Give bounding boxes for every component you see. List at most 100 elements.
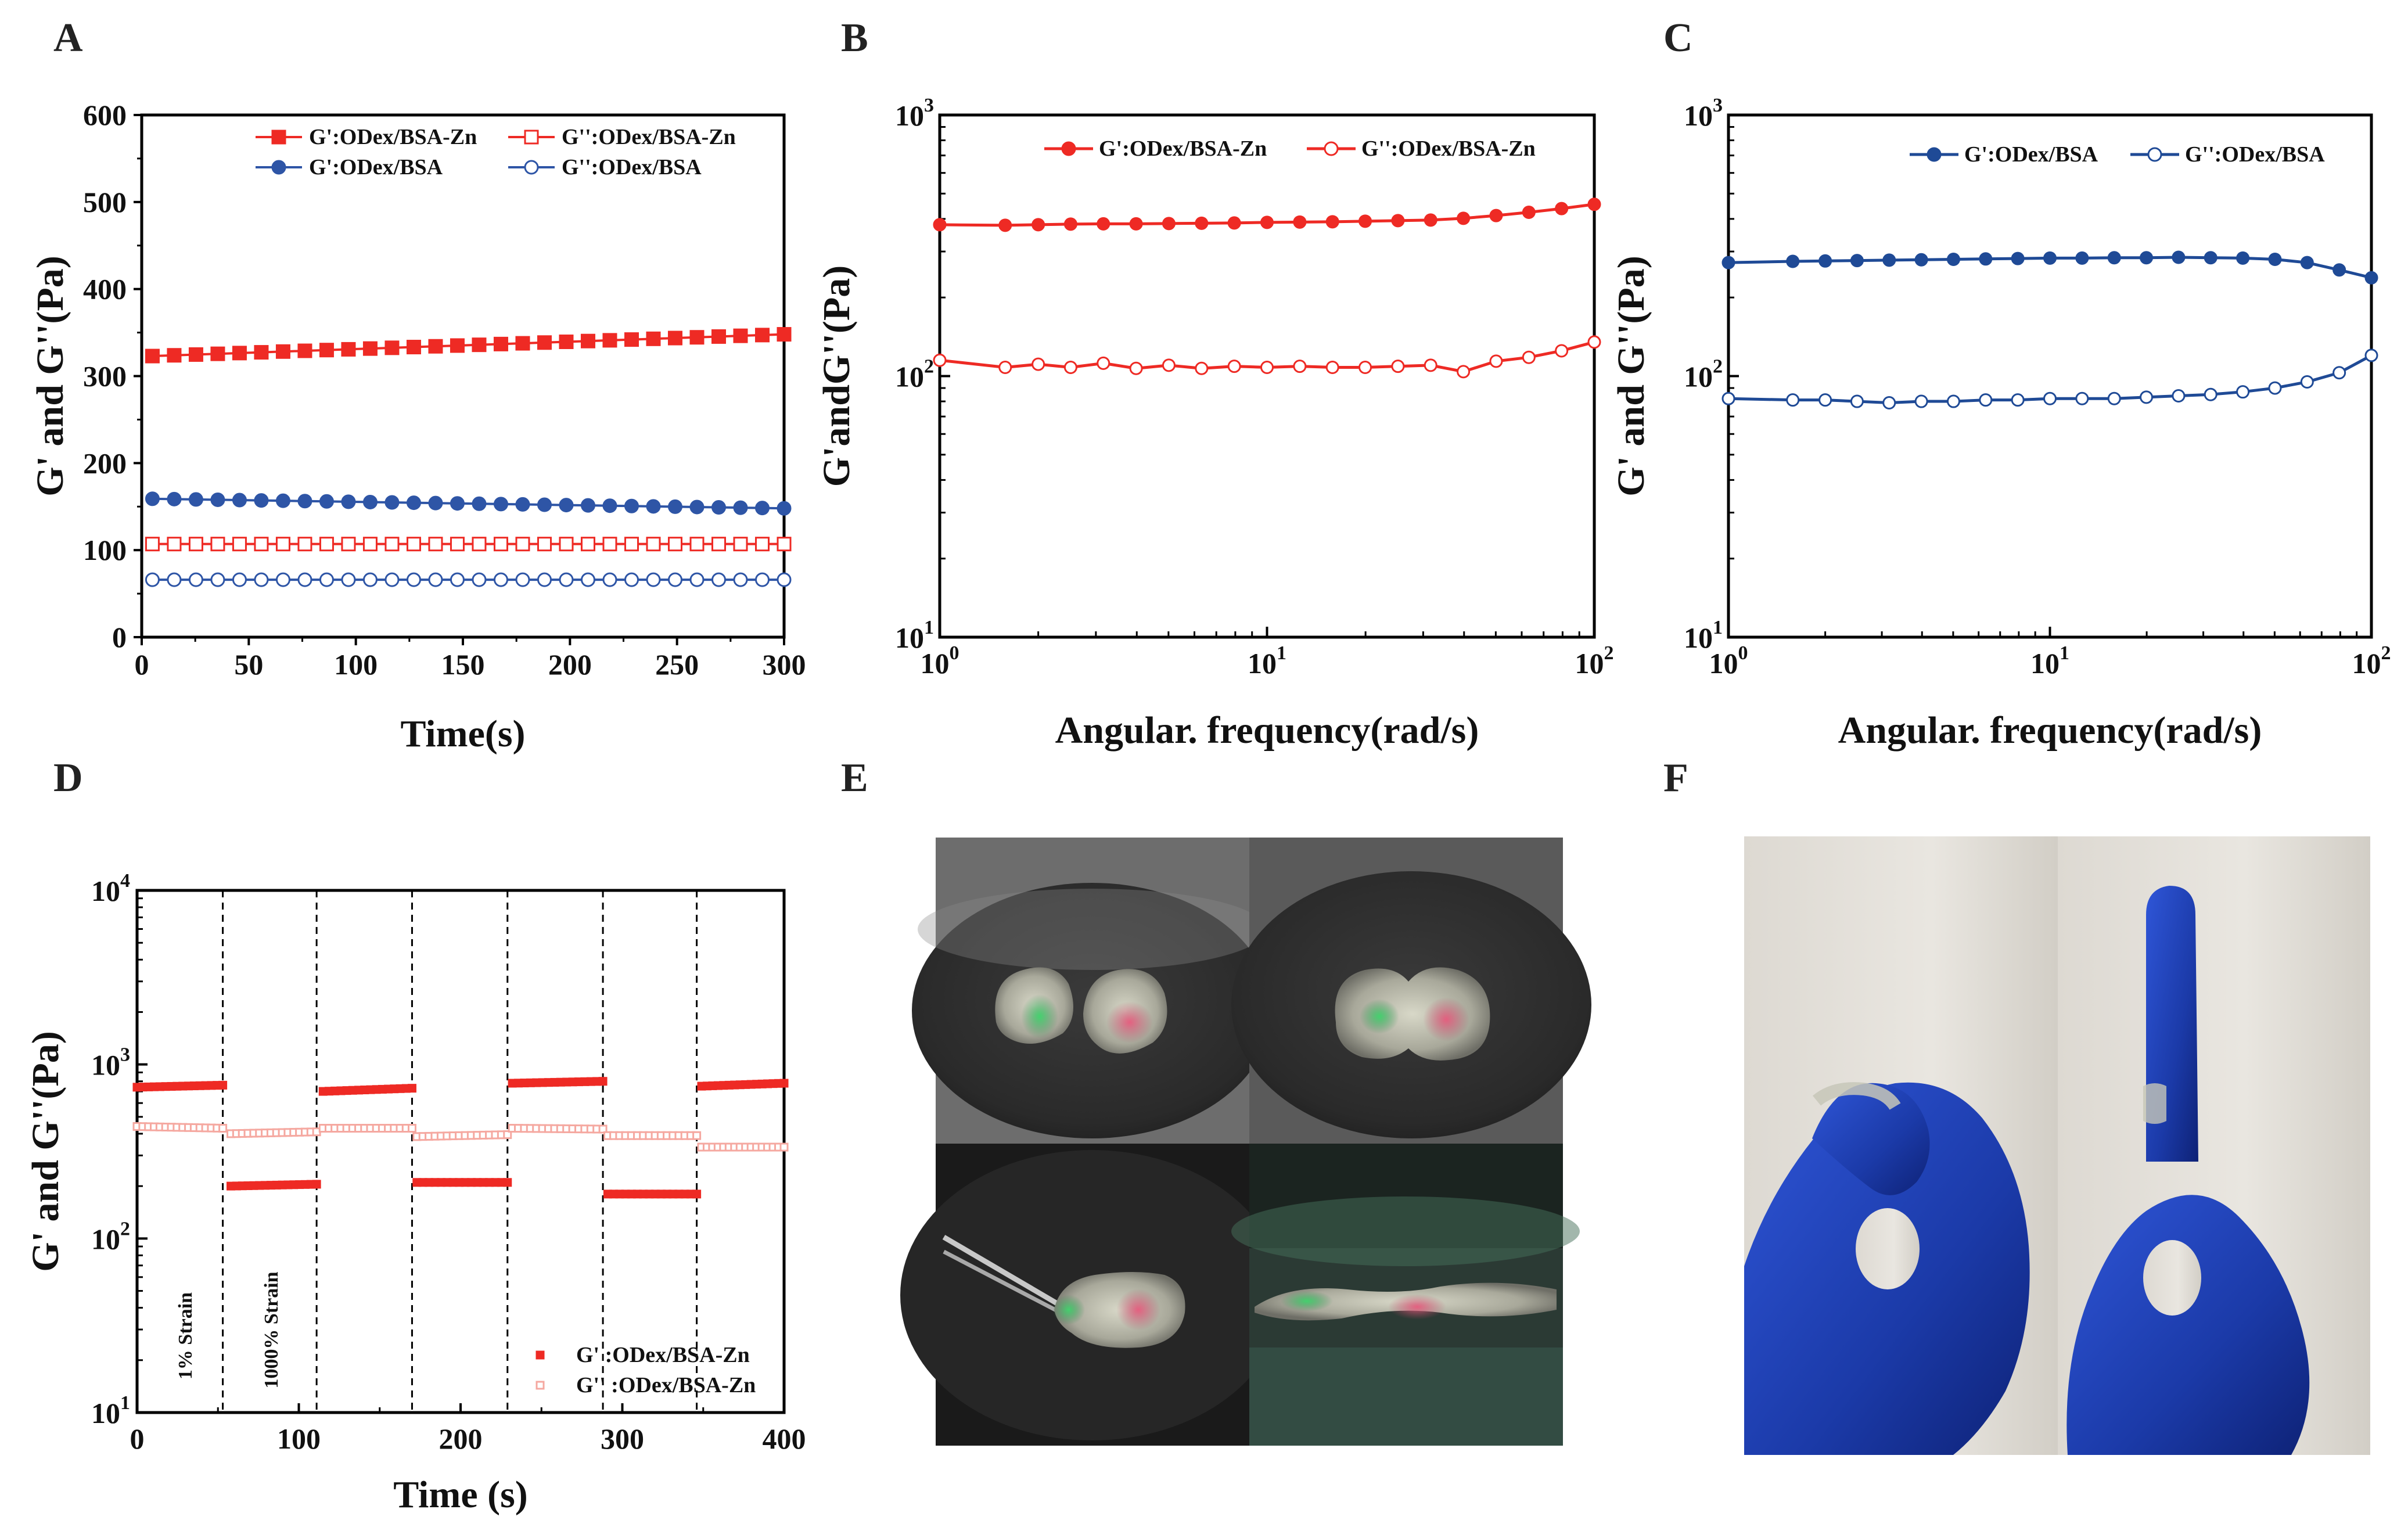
x-tick-label-c: 100 [1709, 642, 1748, 680]
data-point-a-1 [733, 537, 748, 552]
photo-e-top-right [1231, 838, 1591, 1144]
data-point-c-0 [1946, 253, 1960, 267]
data-point-a-3 [188, 572, 203, 587]
data-point-d-storage [407, 1084, 416, 1093]
x-tick-label-b: 100 [921, 642, 959, 680]
series-line-a-2 [152, 497, 785, 510]
x-tick-label-c-exp: 2 [2381, 642, 2391, 664]
y-tick-label-d-base: 10 [91, 875, 120, 907]
y-tick-label-b: 102 [895, 356, 934, 393]
data-point-a-1 [472, 537, 487, 552]
data-point-a-0 [646, 331, 661, 346]
x-axis-title-c: Angular. frequency(rad/s) [1838, 709, 2262, 752]
legend-label-a-1: G'':ODex/BSA-Zn [562, 125, 736, 149]
data-point-a-3 [472, 572, 487, 587]
y-tick-label-c: 103 [1684, 95, 1723, 132]
data-point-c-1 [1914, 394, 1928, 408]
data-point-a-3 [275, 572, 290, 587]
x-tick-label-b-exp: 2 [1604, 642, 1614, 664]
y-tick-label-d-exp: 4 [120, 870, 130, 892]
y-axis-title-a: G' and G''(Pa) [29, 256, 71, 496]
data-point-a-1 [537, 537, 552, 552]
y-tick-label-c: 102 [1684, 356, 1723, 393]
data-point-a-3 [167, 572, 182, 587]
y-axis-title-b: G'andG''(Pa) [815, 265, 858, 487]
x-tick-label-c-exp: 0 [1738, 642, 1748, 664]
data-point-b-1 [1032, 357, 1045, 371]
data-point-a-3 [232, 572, 247, 587]
data-point-a-3 [450, 572, 465, 587]
data-point-a-0 [667, 330, 682, 346]
x-axis-title-d: Time (s) [393, 1474, 528, 1516]
data-point-a-0 [472, 337, 487, 353]
y-tick-label-a: 100 [83, 534, 127, 566]
x-tick-label-a: 0 [135, 648, 149, 681]
x-tick-label-c-base: 10 [2352, 647, 2381, 680]
data-point-b-1 [1195, 361, 1209, 375]
data-point-b-1 [1129, 361, 1143, 375]
data-point-a-3 [384, 572, 400, 587]
data-point-a-1 [667, 537, 682, 552]
data-point-a-2 [406, 495, 421, 511]
data-point-a-0 [537, 335, 552, 350]
data-point-a-3 [580, 572, 595, 587]
legend-label-c-1: G'':ODex/BSA [2185, 142, 2325, 167]
data-point-a-2 [297, 494, 312, 509]
data-point-a-1 [754, 537, 770, 552]
data-point-c-1 [1946, 394, 1960, 408]
data-point-a-3 [689, 572, 705, 587]
data-point-d-loss [598, 1124, 608, 1134]
x-tick-label-d: 300 [601, 1422, 644, 1455]
y-tick-label-d-exp: 2 [120, 1218, 130, 1239]
data-point-c-0 [1882, 253, 1896, 267]
data-point-c-1 [2043, 391, 2057, 405]
data-point-d-loss [692, 1131, 702, 1140]
data-point-a-0 [580, 333, 595, 348]
data-point-d-storage [598, 1077, 608, 1086]
data-point-a-2 [646, 499, 661, 514]
y-tick-label-c-base: 10 [1684, 621, 1713, 654]
data-point-d-storage [503, 1178, 512, 1187]
y-tick-label-b: 101 [895, 617, 934, 654]
data-point-a-1 [319, 537, 334, 552]
data-point-a-0 [341, 342, 356, 357]
panel-f: F [1663, 756, 2370, 1455]
data-point-b-1 [1457, 365, 1471, 379]
data-point-b-1 [1522, 350, 1536, 364]
data-point-b-0 [1097, 217, 1110, 231]
photo-f-straight-finger [2058, 836, 2370, 1455]
y-tick-label-d: 102 [91, 1218, 130, 1255]
data-point-b-0 [1358, 214, 1372, 228]
data-point-d-storage [779, 1079, 789, 1088]
data-point-b-0 [1032, 218, 1045, 232]
y-tick-label-b-base: 10 [895, 361, 924, 393]
data-point-a-3 [254, 572, 269, 587]
data-point-d-storage [218, 1080, 228, 1090]
x-tick-label-a: 250 [655, 648, 699, 681]
data-point-a-2 [188, 492, 203, 507]
plot-frame-d [135, 889, 786, 1414]
y-tick-label-c-base: 10 [1684, 361, 1713, 393]
photo-f-bent-finger [1744, 836, 2058, 1455]
data-point-a-0 [232, 346, 247, 361]
data-point-a-2 [493, 497, 508, 512]
data-point-b-1 [1293, 360, 1307, 373]
data-point-a-1 [493, 537, 508, 552]
data-point-a-1 [559, 537, 574, 552]
data-point-c-1 [1850, 394, 1864, 408]
x-tick-label-b-base: 10 [1575, 647, 1604, 680]
data-point-c-1 [2364, 348, 2378, 362]
data-point-b-1 [1260, 360, 1274, 374]
plot-frame-a [140, 113, 786, 639]
data-point-a-0 [319, 343, 334, 358]
data-point-a-3 [341, 572, 356, 587]
data-point-b-0 [1522, 205, 1536, 219]
data-point-a-1 [515, 537, 530, 552]
panel-letter-c: C [1663, 16, 1693, 60]
data-point-b-0 [1457, 211, 1471, 225]
data-point-b-0 [1325, 215, 1339, 229]
data-point-a-0 [145, 348, 160, 364]
y-tick-label-a: 500 [83, 186, 127, 218]
x-axis-title-b: Angular. frequency(rad/s) [1055, 709, 1479, 752]
